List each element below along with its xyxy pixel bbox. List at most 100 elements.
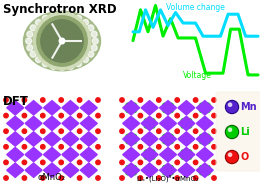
Circle shape bbox=[212, 145, 216, 149]
Circle shape bbox=[133, 166, 136, 169]
Circle shape bbox=[193, 176, 198, 180]
Circle shape bbox=[4, 129, 8, 133]
Circle shape bbox=[193, 113, 198, 118]
Circle shape bbox=[77, 98, 82, 102]
Circle shape bbox=[42, 61, 48, 67]
Circle shape bbox=[163, 134, 166, 138]
Circle shape bbox=[59, 12, 65, 18]
Ellipse shape bbox=[23, 11, 101, 71]
Circle shape bbox=[170, 109, 173, 112]
Circle shape bbox=[203, 106, 207, 110]
Circle shape bbox=[163, 103, 166, 107]
Text: αMnO₂: αMnO₂ bbox=[38, 173, 66, 182]
Circle shape bbox=[41, 145, 45, 149]
Circle shape bbox=[170, 171, 173, 175]
Circle shape bbox=[82, 57, 88, 63]
Circle shape bbox=[4, 98, 8, 102]
Circle shape bbox=[96, 145, 100, 149]
Circle shape bbox=[175, 98, 179, 102]
Circle shape bbox=[138, 145, 142, 149]
Circle shape bbox=[188, 156, 192, 159]
Circle shape bbox=[77, 129, 82, 133]
Circle shape bbox=[41, 129, 45, 133]
Circle shape bbox=[145, 150, 148, 154]
Circle shape bbox=[138, 176, 142, 180]
Circle shape bbox=[22, 160, 27, 165]
Ellipse shape bbox=[180, 149, 193, 160]
Polygon shape bbox=[141, 147, 158, 162]
Circle shape bbox=[77, 113, 82, 118]
Circle shape bbox=[206, 171, 210, 175]
Polygon shape bbox=[141, 163, 158, 177]
Circle shape bbox=[170, 166, 173, 169]
Circle shape bbox=[120, 129, 124, 133]
Circle shape bbox=[35, 57, 42, 63]
Circle shape bbox=[148, 122, 151, 125]
Circle shape bbox=[133, 171, 136, 175]
Circle shape bbox=[200, 140, 203, 144]
Polygon shape bbox=[7, 116, 24, 131]
Circle shape bbox=[193, 160, 198, 165]
FancyBboxPatch shape bbox=[216, 92, 260, 171]
Circle shape bbox=[59, 145, 63, 149]
Ellipse shape bbox=[161, 102, 174, 113]
Circle shape bbox=[145, 119, 148, 122]
Polygon shape bbox=[80, 132, 97, 146]
Ellipse shape bbox=[125, 102, 138, 113]
Circle shape bbox=[163, 109, 166, 112]
Polygon shape bbox=[25, 132, 42, 146]
Ellipse shape bbox=[161, 165, 174, 176]
Polygon shape bbox=[178, 132, 195, 146]
Circle shape bbox=[59, 38, 65, 44]
Ellipse shape bbox=[161, 134, 174, 144]
Circle shape bbox=[126, 103, 130, 107]
Polygon shape bbox=[43, 101, 61, 115]
Circle shape bbox=[185, 153, 188, 156]
Circle shape bbox=[26, 38, 32, 44]
Circle shape bbox=[126, 109, 130, 112]
Polygon shape bbox=[62, 116, 79, 131]
Polygon shape bbox=[160, 163, 177, 177]
Circle shape bbox=[77, 176, 82, 180]
Polygon shape bbox=[80, 163, 97, 177]
Circle shape bbox=[59, 64, 65, 70]
Circle shape bbox=[166, 168, 170, 172]
Circle shape bbox=[133, 109, 136, 112]
Text: Liₓ•(Li₂O)⁹•αMnO₂: Liₓ•(Li₂O)⁹•αMnO₂ bbox=[136, 174, 199, 182]
Circle shape bbox=[212, 176, 216, 180]
Circle shape bbox=[181, 124, 185, 128]
Circle shape bbox=[27, 45, 33, 51]
Circle shape bbox=[175, 145, 179, 149]
Polygon shape bbox=[178, 147, 195, 162]
Circle shape bbox=[157, 160, 161, 165]
Circle shape bbox=[229, 153, 232, 156]
Circle shape bbox=[120, 176, 124, 180]
Circle shape bbox=[151, 156, 155, 159]
Circle shape bbox=[181, 156, 185, 159]
Circle shape bbox=[170, 140, 173, 144]
Circle shape bbox=[138, 113, 142, 118]
Circle shape bbox=[133, 134, 136, 138]
Circle shape bbox=[129, 168, 133, 172]
Polygon shape bbox=[7, 147, 24, 162]
Ellipse shape bbox=[143, 118, 156, 129]
Text: Voltage: Voltage bbox=[183, 71, 211, 80]
Polygon shape bbox=[196, 163, 213, 177]
Circle shape bbox=[226, 126, 238, 138]
Circle shape bbox=[200, 171, 203, 175]
Circle shape bbox=[206, 140, 210, 144]
Circle shape bbox=[68, 13, 74, 19]
Circle shape bbox=[37, 16, 87, 66]
Circle shape bbox=[41, 160, 45, 165]
Polygon shape bbox=[7, 132, 24, 146]
Ellipse shape bbox=[198, 134, 211, 144]
Circle shape bbox=[206, 103, 210, 107]
Circle shape bbox=[157, 113, 161, 118]
Circle shape bbox=[4, 113, 8, 118]
Circle shape bbox=[229, 128, 232, 131]
Circle shape bbox=[212, 129, 216, 133]
Circle shape bbox=[166, 137, 170, 141]
Circle shape bbox=[96, 98, 100, 102]
Circle shape bbox=[157, 176, 161, 180]
Circle shape bbox=[68, 63, 74, 69]
